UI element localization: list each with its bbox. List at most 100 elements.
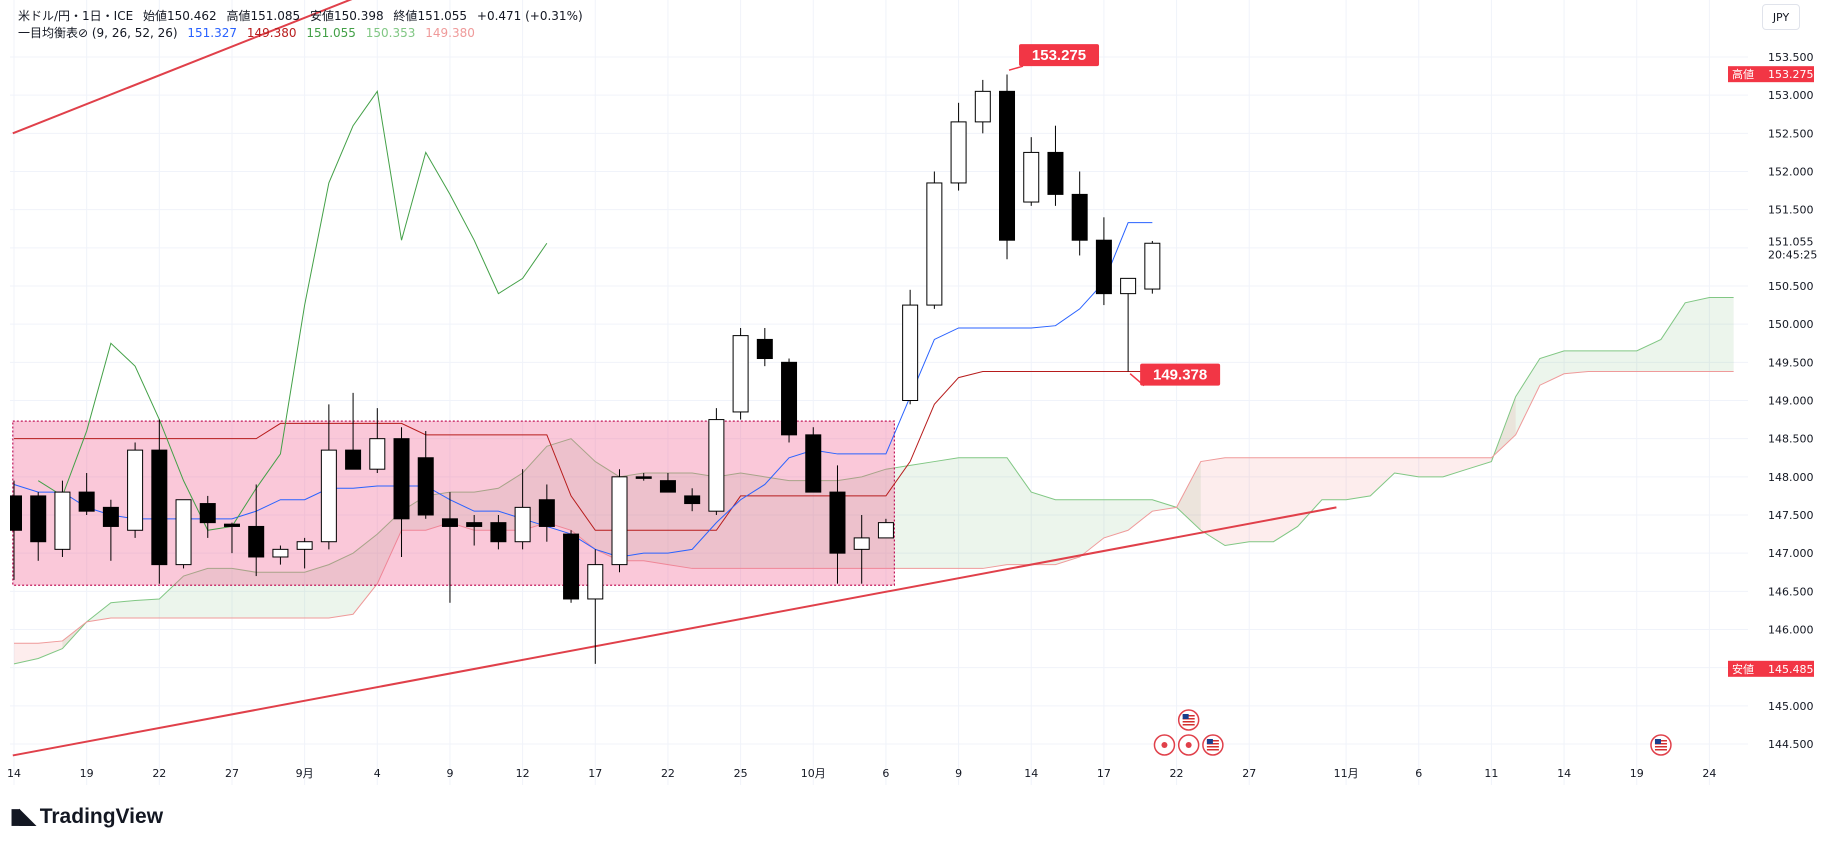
economic-event-icon[interactable] — [1153, 734, 1176, 756]
y-axis-tick-label: 149.000 — [1768, 395, 1814, 408]
economic-event-icon[interactable] — [1177, 734, 1200, 756]
flag-stripe — [1182, 724, 1195, 726]
candle — [611, 469, 628, 573]
us-flag-event-icon[interactable] — [1650, 734, 1672, 756]
y-axis-tick-label: 152.500 — [1768, 127, 1814, 140]
candle-body — [950, 121, 967, 184]
x-axis-tick-label: 22 — [661, 767, 675, 780]
candle — [950, 102, 967, 191]
candle — [199, 495, 216, 538]
y-axis-tick-label: 150.500 — [1768, 280, 1814, 293]
candle-body — [345, 449, 362, 470]
trendline — [12, 506, 1337, 757]
candle — [127, 442, 144, 538]
callout-label: 149.378 — [1153, 367, 1207, 384]
kumo-cloud — [14, 621, 87, 664]
candle — [1071, 171, 1088, 256]
candle-body — [732, 335, 749, 413]
x-axis-tick-label: 11月 — [1334, 767, 1359, 780]
candle — [1120, 277, 1137, 372]
candle — [974, 79, 991, 134]
candle — [853, 515, 870, 584]
x-axis-tick-label: 22 — [1170, 767, 1184, 780]
candle — [732, 327, 749, 420]
candle-body — [805, 434, 822, 493]
high-label: 高値 — [226, 9, 251, 23]
ichimoku-value: 151.055 — [306, 26, 356, 40]
candle-body — [441, 518, 458, 527]
flag-canton — [1182, 714, 1189, 719]
candle — [296, 537, 313, 569]
y-axis-tick-label: 152.000 — [1768, 166, 1814, 179]
price-callout: 149.378 — [1129, 363, 1221, 387]
flag-stripe — [1206, 746, 1219, 748]
low-label: 安値 — [309, 9, 334, 23]
candle-body — [829, 491, 846, 554]
callout-box — [1140, 363, 1221, 386]
axis-badge-label: 安値 — [1732, 662, 1754, 676]
axis-badge — [1728, 660, 1814, 677]
candle — [30, 492, 47, 561]
candle-body — [490, 522, 507, 543]
currency-button[interactable]: JPY — [1762, 4, 1800, 30]
event-ring — [1202, 734, 1224, 756]
ichimoku-value: 151.327 — [187, 26, 238, 40]
x-axis-tick-label: 19 — [80, 767, 94, 780]
close-label: 終値 — [393, 9, 418, 23]
candle-body — [10, 495, 22, 531]
close-value: 151.055 — [417, 9, 468, 23]
high-value: 151.085 — [250, 9, 301, 23]
x-axis-tick-label: 4 — [374, 767, 381, 780]
candle-body — [296, 541, 313, 550]
callout-box — [1019, 44, 1100, 67]
callout-pointer — [1008, 65, 1024, 71]
candle-body — [756, 338, 773, 360]
x-axis-tick-label: 14 — [1557, 767, 1571, 780]
indicator-legend: 一目均衡表⊘ (9, 26, 52, 26) 151.327 149.380 1… — [18, 24, 481, 41]
candle-body — [1095, 239, 1112, 295]
candle — [708, 408, 725, 515]
x-axis-tick-label: 27 — [225, 767, 239, 780]
candle — [563, 530, 580, 603]
flag-canton — [1206, 739, 1213, 744]
flag-stripe — [1654, 749, 1667, 751]
us-flag-event-icon[interactable] — [1202, 734, 1224, 756]
us-flag-event-icon[interactable] — [1177, 709, 1200, 731]
candle — [78, 473, 95, 515]
candle-body — [684, 495, 701, 505]
candle — [345, 392, 362, 470]
plot-area — [10, 0, 1748, 785]
x-axis-tick-label: 6 — [1415, 767, 1422, 780]
last-price-countdown: 20:45:25 — [1768, 249, 1817, 262]
candle-body — [1144, 242, 1161, 290]
x-axis-tick-label: 11 — [1484, 767, 1498, 780]
symbol-name[interactable]: 米ドル/円・1日・ICE — [18, 9, 134, 23]
candle — [805, 427, 822, 493]
candle-body — [538, 499, 555, 527]
axis-badge-value: 145.485 — [1768, 663, 1814, 676]
event-ring — [1177, 709, 1200, 731]
candle — [369, 408, 386, 474]
y-axis-tick-label: 146.000 — [1768, 624, 1814, 637]
y-axis-tick-label: 148.500 — [1768, 433, 1814, 446]
candle — [441, 492, 458, 603]
event-dot — [1185, 742, 1192, 748]
x-axis-tick-label: 6 — [882, 767, 889, 780]
indicator-name[interactable]: 一目均衡表⊘ (9, 26, 52, 26) — [18, 26, 178, 40]
candle-body — [1047, 151, 1064, 195]
candle-body — [127, 449, 144, 531]
tradingview-logo-icon: ▮◣ — [10, 805, 36, 828]
x-axis-tick-label: 14 — [7, 767, 21, 780]
candle — [466, 515, 483, 546]
candle-body — [611, 476, 628, 566]
open-label: 始値 — [143, 9, 168, 23]
tradingview-logo[interactable]: ▮◣ TradingView — [10, 804, 163, 829]
candle-body — [30, 495, 47, 543]
y-axis-tick-label: 149.500 — [1768, 356, 1814, 369]
kijun-sen-line — [14, 370, 1153, 531]
candle — [684, 488, 701, 512]
ichimoku-value: 150.353 — [365, 26, 416, 40]
axis-badge — [1728, 66, 1814, 83]
x-axis-tick-label: 17 — [588, 767, 602, 780]
